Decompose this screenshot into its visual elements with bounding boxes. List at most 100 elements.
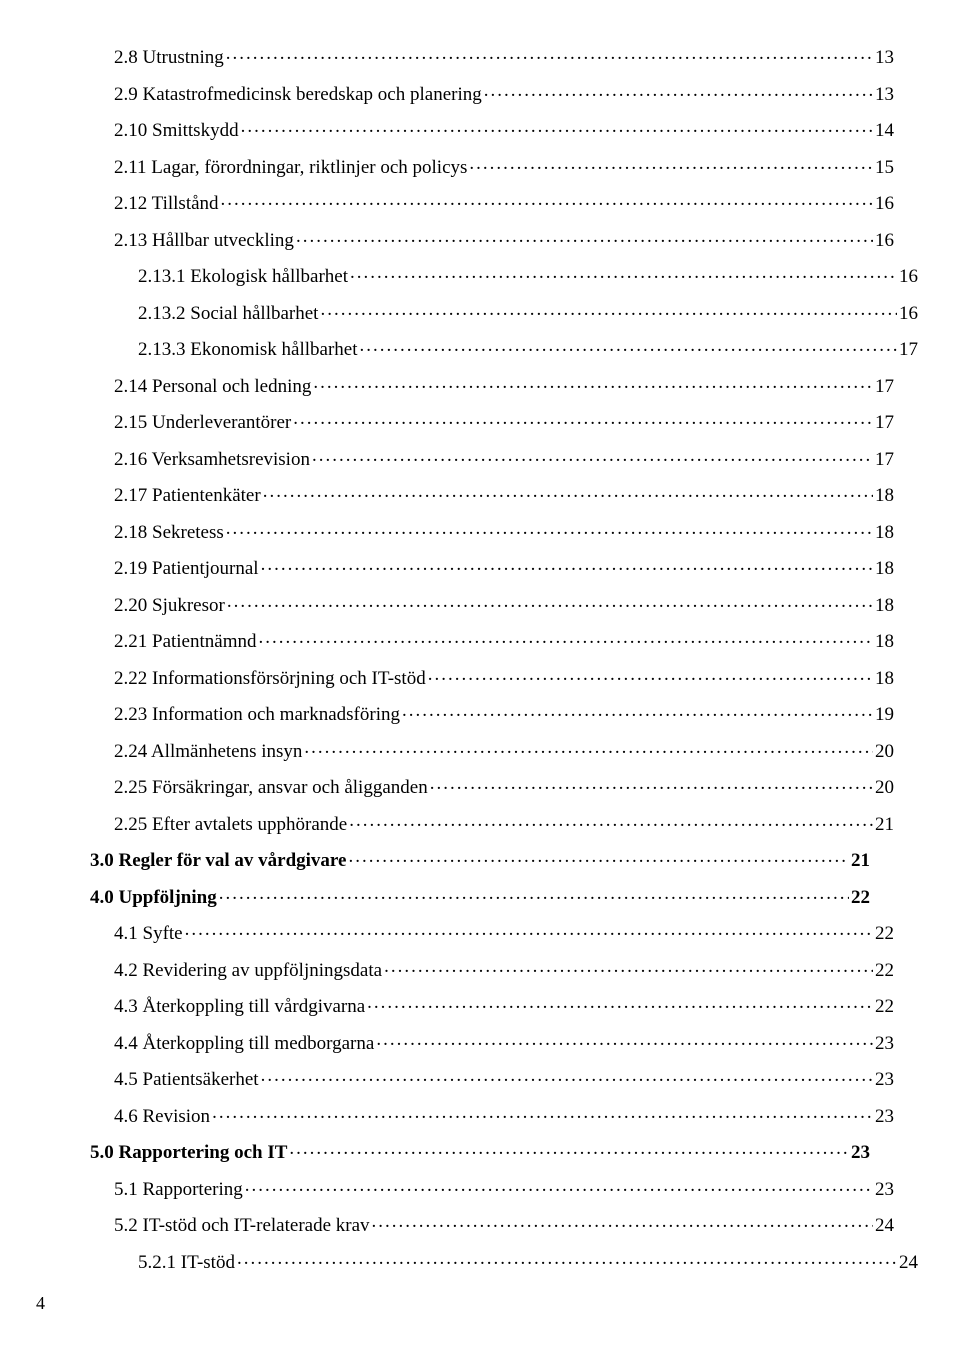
page-number: 4 [36, 1293, 45, 1314]
toc-entry-page: 16 [897, 304, 918, 323]
toc-entry-page: 14 [873, 121, 894, 140]
toc-entry-label: 5.2 IT-stöd och IT-relaterade krav [114, 1216, 372, 1235]
toc-entry-page: 22 [873, 997, 894, 1016]
toc-entry-label: 2.18 Sekretess [114, 523, 226, 542]
toc-entry: 2.10 Smittskydd 14 [114, 117, 894, 140]
toc-leader [367, 993, 873, 1012]
toc-entry-label: 5.0 Rapportering och IT [90, 1143, 289, 1162]
toc-leader [349, 811, 873, 830]
toc-entry-page: 17 [897, 340, 918, 359]
toc-leader [304, 738, 873, 757]
toc-entry-label: 2.16 Verksamhetsrevision [114, 450, 312, 469]
toc-leader [402, 701, 873, 720]
toc-leader [226, 44, 873, 63]
toc-entry-page: 17 [873, 450, 894, 469]
toc-leader [237, 1249, 897, 1268]
toc-entry: 2.17 Patientenkäter 18 [114, 482, 894, 505]
toc-entry: 5.1 Rapportering23 [114, 1176, 894, 1199]
toc-leader [245, 1176, 873, 1195]
toc-entry-label: 2.17 Patientenkäter [114, 486, 263, 505]
toc-entry-label: 2.13 Hållbar utveckling [114, 231, 296, 250]
toc-entry-page: 23 [873, 1180, 894, 1199]
toc-entry: 2.24 Allmänhetens insyn20 [114, 738, 894, 761]
toc-entry-label: 4.5 Patientsäkerhet [114, 1070, 261, 1089]
toc-entry: 2.16 Verksamhetsrevision 17 [114, 446, 894, 469]
toc-entry: 2.23 Information och marknadsföring19 [114, 701, 894, 724]
toc-entry-page: 22 [873, 924, 894, 943]
toc-entry-label: 2.19 Patientjournal [114, 559, 261, 578]
toc-leader [212, 1103, 873, 1122]
toc-entry: 2.25 Efter avtalets upphörande21 [114, 811, 894, 834]
toc-entry-label: 5.2.1 IT-stöd [138, 1253, 237, 1272]
toc-entry-label: 2.15 Underleverantörer [114, 413, 293, 432]
toc-entry-page: 16 [897, 267, 918, 286]
toc-entry: 4.6 Revision23 [114, 1103, 894, 1126]
toc-entry: 2.22 Informationsförsörjning och IT-stöd… [114, 665, 894, 688]
toc-entry-page: 17 [873, 377, 894, 396]
toc-entry-page: 15 [873, 158, 894, 177]
toc-entry-label: 4.6 Revision [114, 1107, 212, 1126]
toc-leader [372, 1212, 873, 1231]
toc-entry: 3.0 Regler för val av vårdgivare21 [90, 847, 870, 870]
toc-entry: 5.0 Rapportering och IT23 [90, 1139, 870, 1162]
toc-entry: 2.20 Sjukresor18 [114, 592, 894, 615]
toc-entry-page: 21 [849, 851, 870, 870]
toc-leader [226, 519, 873, 538]
toc-entry-label: 2.22 Informationsförsörjning och IT-stöd [114, 669, 428, 688]
toc-entry: 2.8 Utrustning 13 [114, 44, 894, 67]
toc-entry: 2.13 Hållbar utveckling 16 [114, 227, 894, 250]
toc-entry-label: 2.13.1 Ekologisk hållbarhet [138, 267, 350, 286]
toc-entry-page: 22 [873, 961, 894, 980]
toc-entry-label: 2.8 Utrustning [114, 48, 226, 67]
toc-entry: 2.15 Underleverantörer 17 [114, 409, 894, 432]
toc-leader [241, 117, 873, 136]
toc-entry-label: 2.10 Smittskydd [114, 121, 241, 140]
toc-entry-label: 2.9 Katastrofmedicinsk beredskap och pla… [114, 85, 484, 104]
toc-entry-label: 2.20 Sjukresor [114, 596, 227, 615]
toc-leader [320, 300, 897, 319]
toc-entry-label: 2.13.2 Social hållbarhet [138, 304, 320, 323]
toc-entry: 4.3 Återkoppling till vårdgivarna 22 [114, 993, 894, 1016]
toc-entry: 2.13.3 Ekonomisk hållbarhet17 [138, 336, 918, 359]
toc-entry: 2.25 Försäkringar, ansvar och åligganden… [114, 774, 894, 797]
toc-entry: 2.9 Katastrofmedicinsk beredskap och pla… [114, 81, 894, 104]
toc-leader [428, 665, 873, 684]
toc-entry-page: 18 [873, 486, 894, 505]
toc-entry: 4.5 Patientsäkerhet23 [114, 1066, 894, 1089]
toc-entry-page: 20 [873, 778, 894, 797]
toc-leader [219, 884, 849, 903]
toc-leader [384, 957, 873, 976]
toc-entry: 2.18 Sekretess18 [114, 519, 894, 542]
toc-leader [484, 81, 873, 100]
toc-entry-label: 4.3 Återkoppling till vårdgivarna [114, 997, 367, 1016]
toc-leader [263, 482, 873, 501]
toc-leader [261, 555, 873, 574]
toc-entry-page: 20 [873, 742, 894, 761]
toc-leader [289, 1139, 849, 1158]
toc-leader [221, 190, 873, 209]
toc-entry-page: 17 [873, 413, 894, 432]
toc-entry-page: 16 [873, 231, 894, 250]
toc-entry-page: 16 [873, 194, 894, 213]
toc-leader [360, 336, 897, 355]
toc-entry: 4.4 Återkoppling till medborgarna23 [114, 1030, 894, 1053]
toc-entry: 2.11 Lagar, förordningar, riktlinjer och… [114, 154, 894, 177]
toc-entry: 2.13.1 Ekologisk hållbarhet 16 [138, 263, 918, 286]
toc-leader [261, 1066, 873, 1085]
toc-entry-label: 2.25 Försäkringar, ansvar och åligganden [114, 778, 430, 797]
toc-entry-page: 24 [873, 1216, 894, 1235]
toc-entry: 4.1 Syfte22 [114, 920, 894, 943]
toc-leader [376, 1030, 873, 1049]
toc-entry-label: 2.12 Tillstånd [114, 194, 221, 213]
toc-entry-page: 13 [873, 48, 894, 67]
toc-entry-label: 2.21 Patientnämnd [114, 632, 258, 651]
toc-entry-page: 24 [897, 1253, 918, 1272]
toc-entry: 4.2 Revidering av uppföljningsdata22 [114, 957, 894, 980]
toc-entry-page: 18 [873, 669, 894, 688]
toc-entry-page: 22 [849, 888, 870, 907]
toc-entry-page: 13 [873, 85, 894, 104]
toc-entry-page: 19 [873, 705, 894, 724]
toc-leader [227, 592, 873, 611]
toc-entry: 5.2 IT-stöd och IT-relaterade krav 24 [114, 1212, 894, 1235]
toc-entry: 5.2.1 IT-stöd 24 [138, 1249, 918, 1272]
